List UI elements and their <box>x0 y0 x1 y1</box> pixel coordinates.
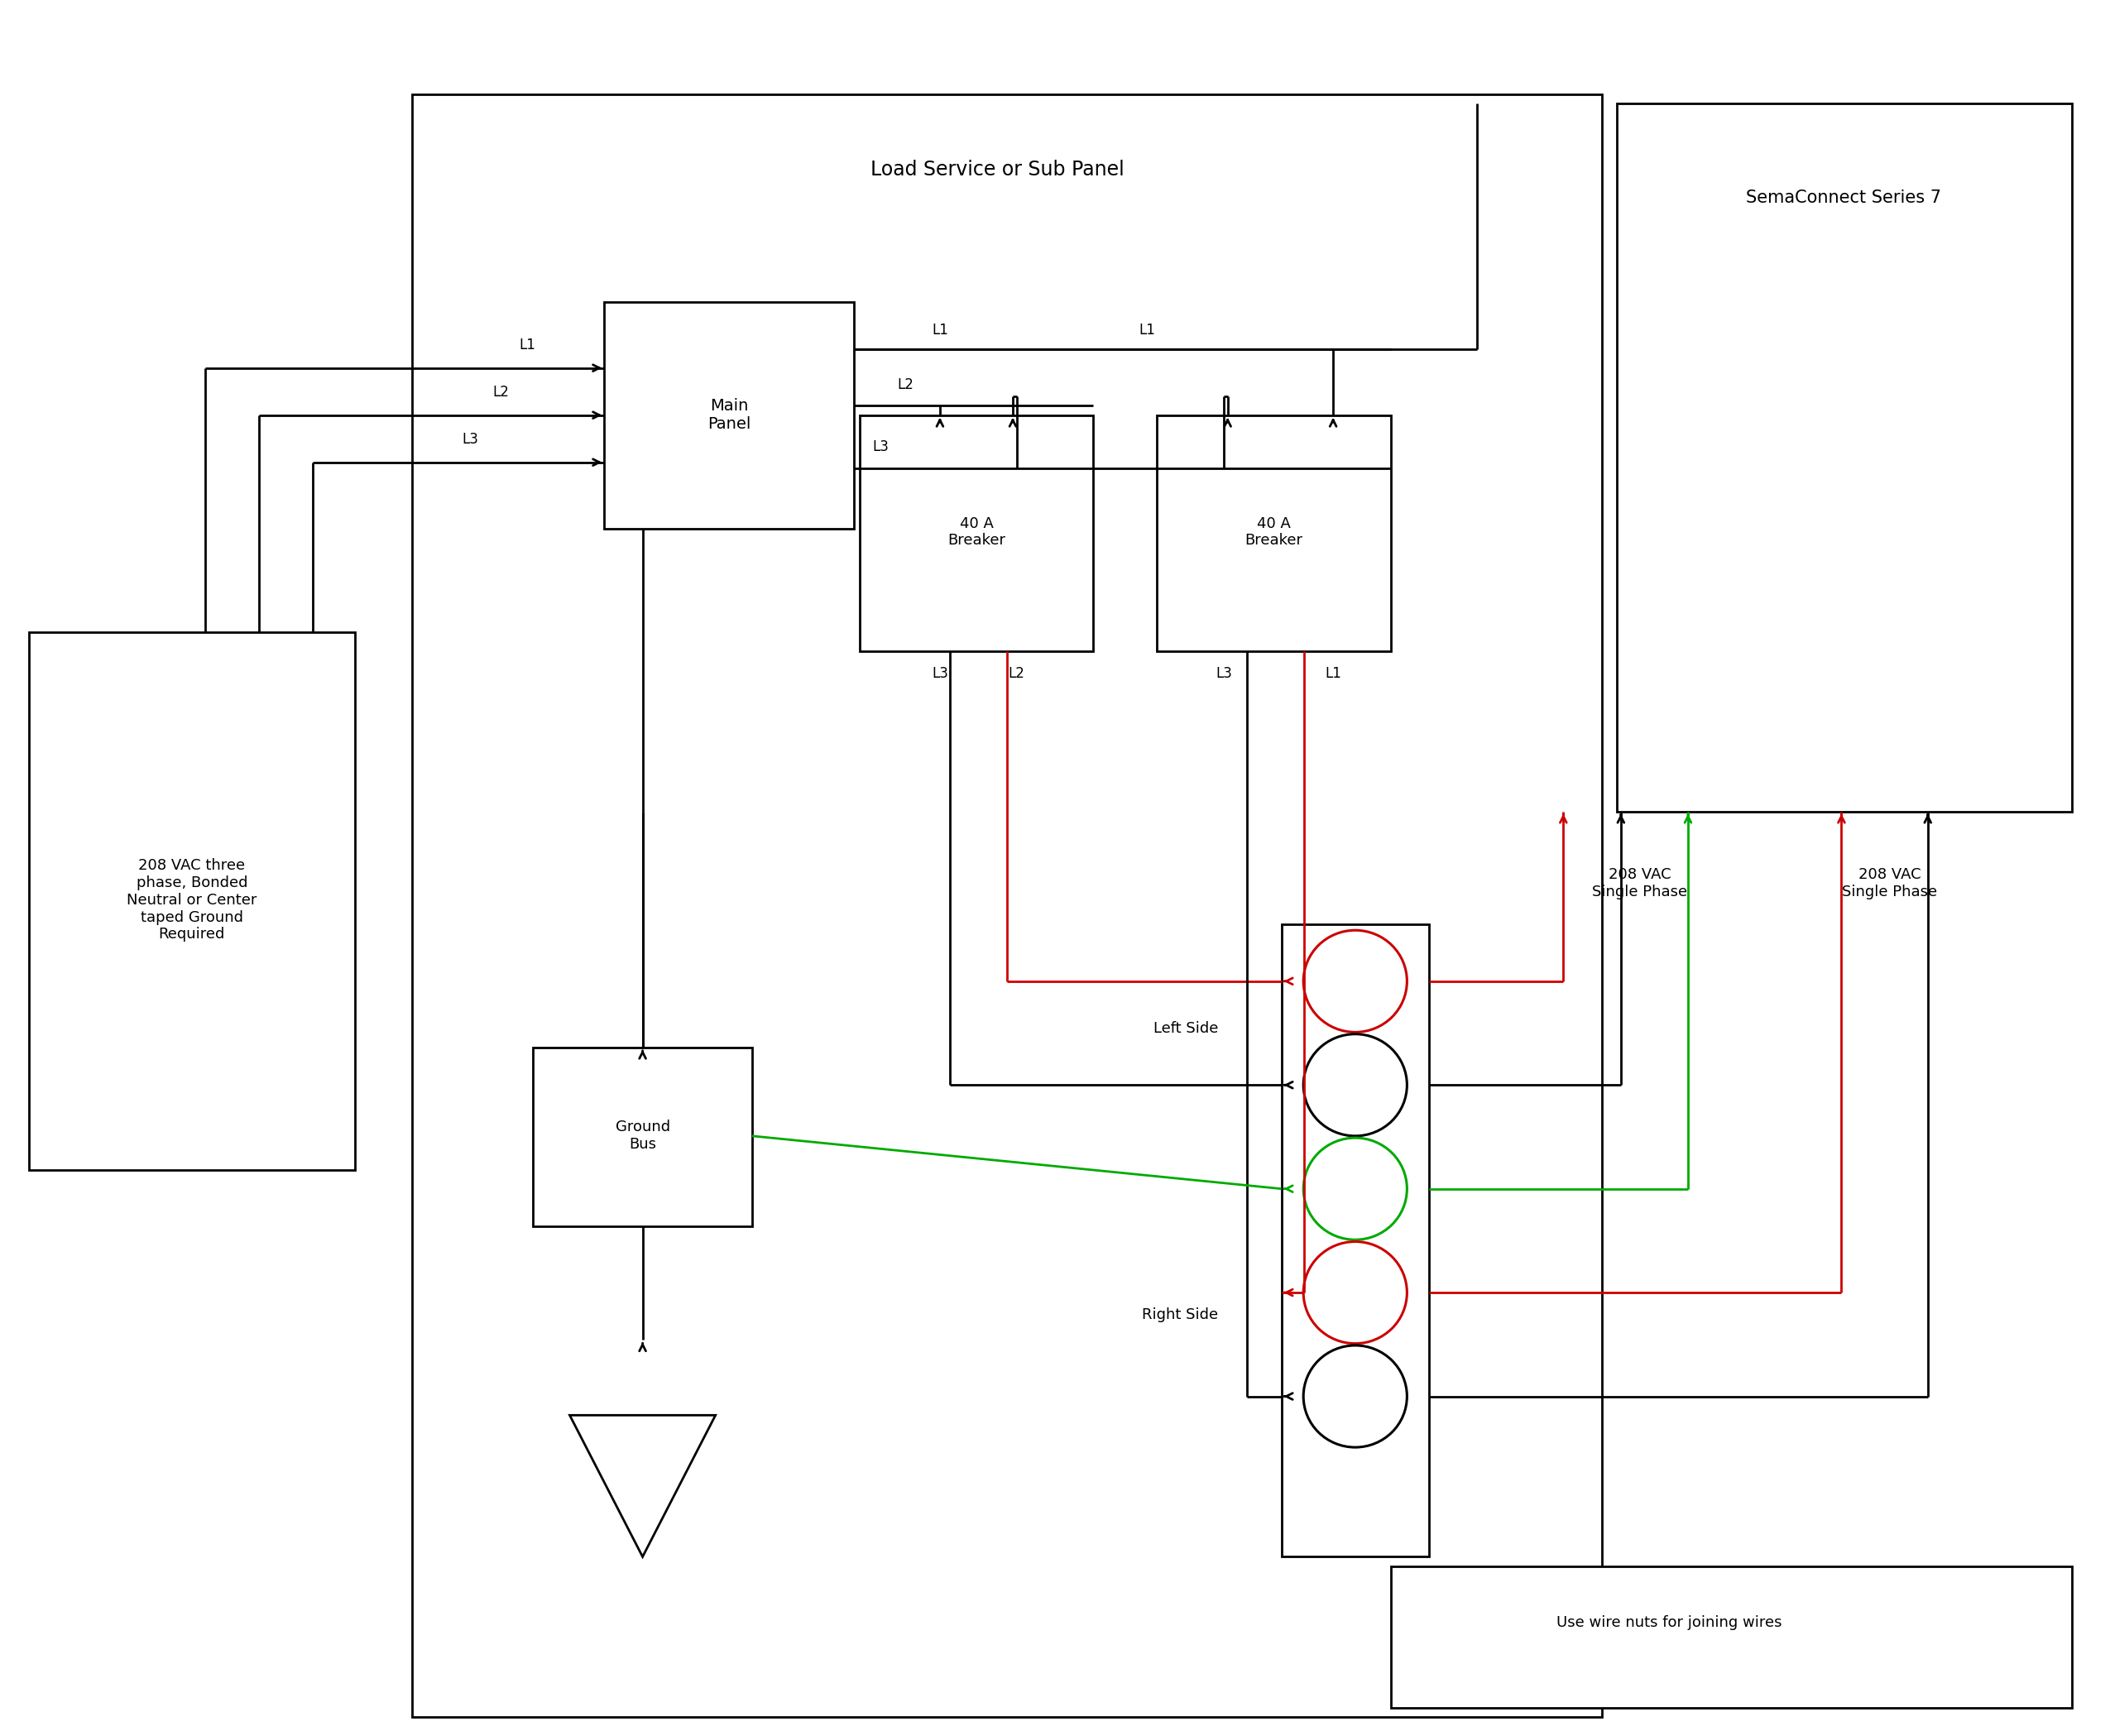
Text: Left Side: Left Side <box>1154 1021 1217 1036</box>
Circle shape <box>1304 930 1407 1033</box>
Bar <box>1390 1566 2072 1708</box>
Text: L3: L3 <box>462 432 479 448</box>
Text: 208 VAC
Single Phase: 208 VAC Single Phase <box>1593 866 1688 899</box>
Bar <box>411 94 1601 1717</box>
Text: L3: L3 <box>871 439 888 455</box>
Text: 208 VAC
Single Phase: 208 VAC Single Phase <box>1842 866 1937 899</box>
Bar <box>534 1047 751 1227</box>
Text: Ground
Bus: Ground Bus <box>616 1120 671 1153</box>
Text: L1: L1 <box>519 339 536 352</box>
Text: L2: L2 <box>1009 667 1025 681</box>
Circle shape <box>1304 1035 1407 1135</box>
Circle shape <box>1304 1345 1407 1448</box>
Text: L1: L1 <box>1139 323 1156 339</box>
Text: 40 A
Breaker: 40 A Breaker <box>1245 516 1302 549</box>
Text: L1: L1 <box>1325 667 1342 681</box>
Circle shape <box>1304 1137 1407 1240</box>
Text: Right Side: Right Side <box>1142 1307 1217 1323</box>
Text: L1: L1 <box>933 323 947 339</box>
Text: L2: L2 <box>897 377 914 392</box>
Bar <box>1156 415 1390 651</box>
Text: SemaConnect Series 7: SemaConnect Series 7 <box>1745 189 1941 207</box>
Text: 40 A
Breaker: 40 A Breaker <box>947 516 1004 549</box>
Bar <box>30 632 354 1170</box>
Text: Use wire nuts for joining wires: Use wire nuts for joining wires <box>1555 1614 1781 1630</box>
Text: L3: L3 <box>1215 667 1232 681</box>
Text: 208 VAC three
phase, Bonded
Neutral or Center
taped Ground
Required: 208 VAC three phase, Bonded Neutral or C… <box>127 858 257 943</box>
Text: L3: L3 <box>933 667 947 681</box>
Text: Main
Panel: Main Panel <box>707 398 751 432</box>
Bar <box>1616 104 2072 811</box>
Bar <box>859 415 1093 651</box>
Text: L2: L2 <box>492 385 509 399</box>
Bar <box>1281 925 1428 1557</box>
Circle shape <box>1304 1241 1407 1344</box>
Text: Load Service or Sub Panel: Load Service or Sub Panel <box>871 160 1125 181</box>
Bar <box>603 302 855 528</box>
